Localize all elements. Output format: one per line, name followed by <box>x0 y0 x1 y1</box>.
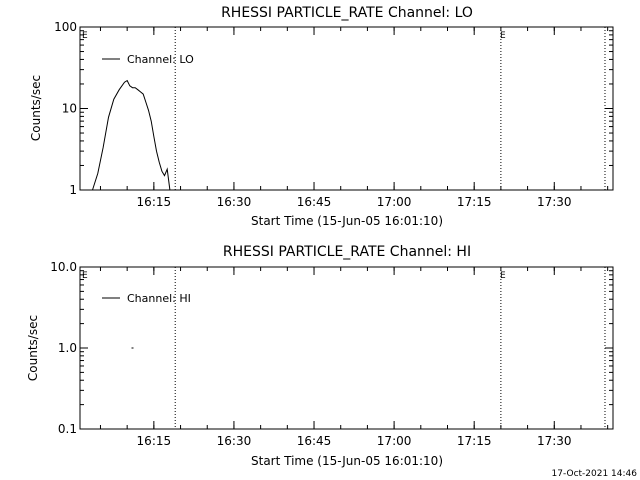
hi-flag-e-left: E <box>82 271 88 281</box>
lo-x-axis-label: Start Time (15-Jun-05 16:01:10) <box>251 214 443 228</box>
lo-y-tick-label: 1 <box>69 183 77 197</box>
lo-x-axis-ticks: 16:15 16:30 16:45 17:00 17:15 17:30 <box>99 27 609 209</box>
lo-flag-e-right: E <box>500 31 506 41</box>
hi-x-tick-label: 16:15 <box>137 434 172 448</box>
hi-y-axis-ticks: 0.1 1.0 10.0 <box>50 260 613 436</box>
footer-timestamp: 17-Oct-2021 14:46 <box>552 469 638 479</box>
lo-chart-title: RHESSI PARTICLE_RATE Channel: LO <box>221 5 473 21</box>
hi-x-axis-label: Start Time (15-Jun-05 16:01:10) <box>251 454 443 468</box>
lo-x-tick-label: 16:30 <box>217 195 252 209</box>
lo-y-axis-ticks: 1 10 100 <box>54 20 613 197</box>
lo-x-tick-label: 17:00 <box>377 195 412 209</box>
hi-x-tick-label: 17:15 <box>457 434 492 448</box>
hi-x-axis-ticks: 16:15 16:30 16:45 17:00 17:15 17:30 <box>99 267 609 448</box>
hi-x-tick-label: 17:30 <box>537 434 572 448</box>
lo-x-tick-label: 17:30 <box>537 195 572 209</box>
hi-y-axis-label: Counts/sec <box>26 315 40 381</box>
hi-x-tick-label: 17:00 <box>377 434 412 448</box>
lo-event-markers <box>174 27 606 190</box>
lo-series <box>92 79 171 191</box>
hi-y-tick-label: 0.1 <box>58 422 77 436</box>
hi-event-markers <box>174 267 606 429</box>
hi-legend-label: Channel: HI <box>127 292 191 305</box>
hi-channel-panel: RHESSI PARTICLE_RATE Channel: HI 0.1 1.0 1… <box>26 244 614 468</box>
hi-chart-title: RHESSI PARTICLE_RATE Channel: HI <box>223 244 471 260</box>
lo-y-axis-label: Counts/sec <box>29 75 43 141</box>
hi-y-tick-label: 1.0 <box>58 341 77 355</box>
lo-x-tick-label: 16:45 <box>297 195 332 209</box>
hi-x-tick-label: 16:45 <box>297 434 332 448</box>
hi-x-tick-label: 16:30 <box>217 434 252 448</box>
lo-series-line <box>92 79 171 191</box>
lo-x-tick-label: 17:15 <box>457 195 492 209</box>
lo-legend-label: Channel: LO <box>127 53 194 66</box>
hi-flag-e-right: E <box>500 271 506 281</box>
lo-y-tick-label: 100 <box>54 20 77 34</box>
lo-flag-e-left: E <box>82 31 88 41</box>
lo-channel-panel: RHESSI PARTICLE_RATE Channel: LO 110100 … <box>29 5 614 228</box>
hi-y-tick-label: 10.0 <box>50 260 77 274</box>
lo-x-tick-label: 16:15 <box>137 195 172 209</box>
lo-y-tick-label: 10 <box>62 102 77 116</box>
